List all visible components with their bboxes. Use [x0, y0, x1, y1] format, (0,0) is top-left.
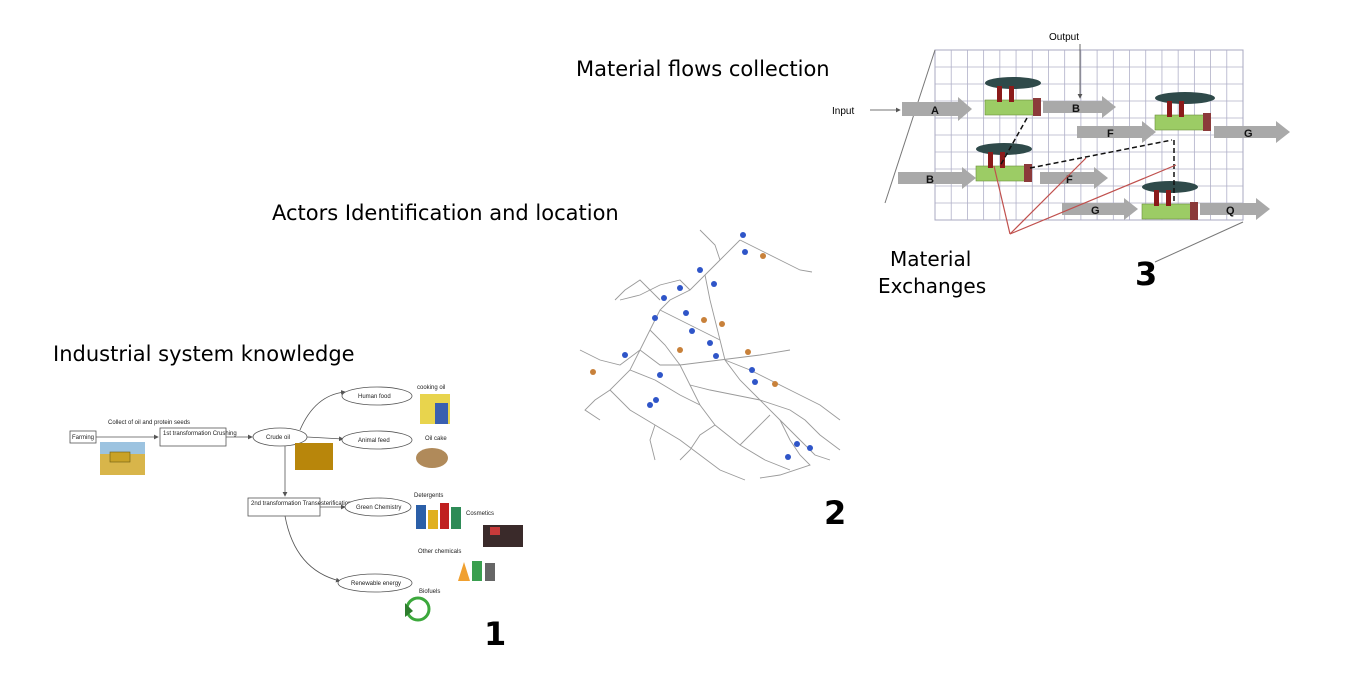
oil-cake-label: Oil cake	[425, 436, 447, 442]
flow-arrow-a: A	[902, 97, 972, 121]
input-label: Input	[832, 106, 854, 117]
exchange-links	[999, 117, 1175, 202]
svg-text:B: B	[1072, 103, 1080, 115]
factory-icon	[984, 77, 1041, 116]
biofuel-icon	[405, 596, 431, 622]
cooking-oil-label: cooking oil	[417, 385, 445, 391]
svg-text:F: F	[1107, 128, 1114, 140]
human-food-label: Human food	[358, 394, 391, 400]
flow-arrow-b-top: B	[1043, 96, 1116, 118]
flow-arrow-g-bottom: G	[1062, 198, 1138, 220]
oil-cake-image	[416, 448, 448, 468]
output-label: Output	[1049, 32, 1079, 43]
panel1-number: 1	[484, 615, 507, 653]
detergents-image	[416, 503, 461, 529]
factory-icon	[1141, 181, 1198, 220]
flow-arrow-f-mid: F	[1040, 167, 1108, 189]
green-chemistry-label: Green Chemistry	[356, 505, 401, 511]
panel3-title: Material flows collection	[576, 57, 830, 81]
crude-oil-label: Crude oil	[266, 435, 290, 441]
material-flow-grid	[884, 49, 1244, 263]
transesterification-label: 2nd transformation Transesterification	[251, 501, 351, 507]
factory-icon	[975, 143, 1032, 182]
flow-arrow-f-top: F	[1077, 121, 1156, 143]
svg-text:G: G	[1091, 205, 1100, 217]
collect-label: Collect of oil and protein seeds	[108, 420, 190, 426]
human-food-node	[341, 386, 413, 406]
svg-text:Q: Q	[1226, 205, 1235, 217]
farming-label: Farming	[72, 435, 94, 441]
panel2-number: 2	[824, 494, 847, 532]
cosmetics-label: Cosmetics	[466, 511, 494, 517]
panel2-title: Actors Identification and location	[272, 201, 619, 225]
actors-map	[579, 229, 841, 481]
renewable-energy-node	[337, 573, 413, 593]
other-chemicals-label: Other chemicals	[418, 549, 461, 555]
flow-arrow-g-top: G	[1214, 121, 1290, 143]
material-exchange-pointers	[993, 157, 1177, 235]
material-exchanges-line1: Material	[890, 247, 972, 271]
renewable-energy-label: Renewable energy	[351, 581, 401, 587]
cosmetics-image	[483, 525, 523, 547]
animal-feed-node	[341, 430, 413, 450]
actor-markers	[590, 232, 813, 460]
svg-text:B: B	[926, 174, 934, 186]
crushing-label: 1st transformation Crushing	[163, 431, 237, 437]
material-exchanges-line2: Exchanges	[878, 274, 987, 298]
flow-arrow-b-mid: B	[898, 167, 976, 189]
detergents-label: Detergents	[414, 493, 443, 499]
chemicals-image	[458, 561, 495, 581]
svg-text:A: A	[931, 105, 939, 117]
oil-image	[295, 443, 333, 470]
process-flowchart: Farming Collect of oil and protein seeds…	[69, 385, 523, 622]
panel1-title: Industrial system knowledge	[53, 342, 355, 366]
factory-icon	[1154, 92, 1215, 131]
animal-feed-label: Animal feed	[358, 438, 390, 444]
flow-arrow-q: Q	[1200, 198, 1270, 220]
svg-text:F: F	[1066, 174, 1073, 186]
svg-text:G: G	[1244, 128, 1253, 140]
panel3-number: 3	[1135, 255, 1158, 293]
green-chemistry-node	[344, 497, 412, 517]
biofuels-label: Biofuels	[419, 589, 440, 595]
